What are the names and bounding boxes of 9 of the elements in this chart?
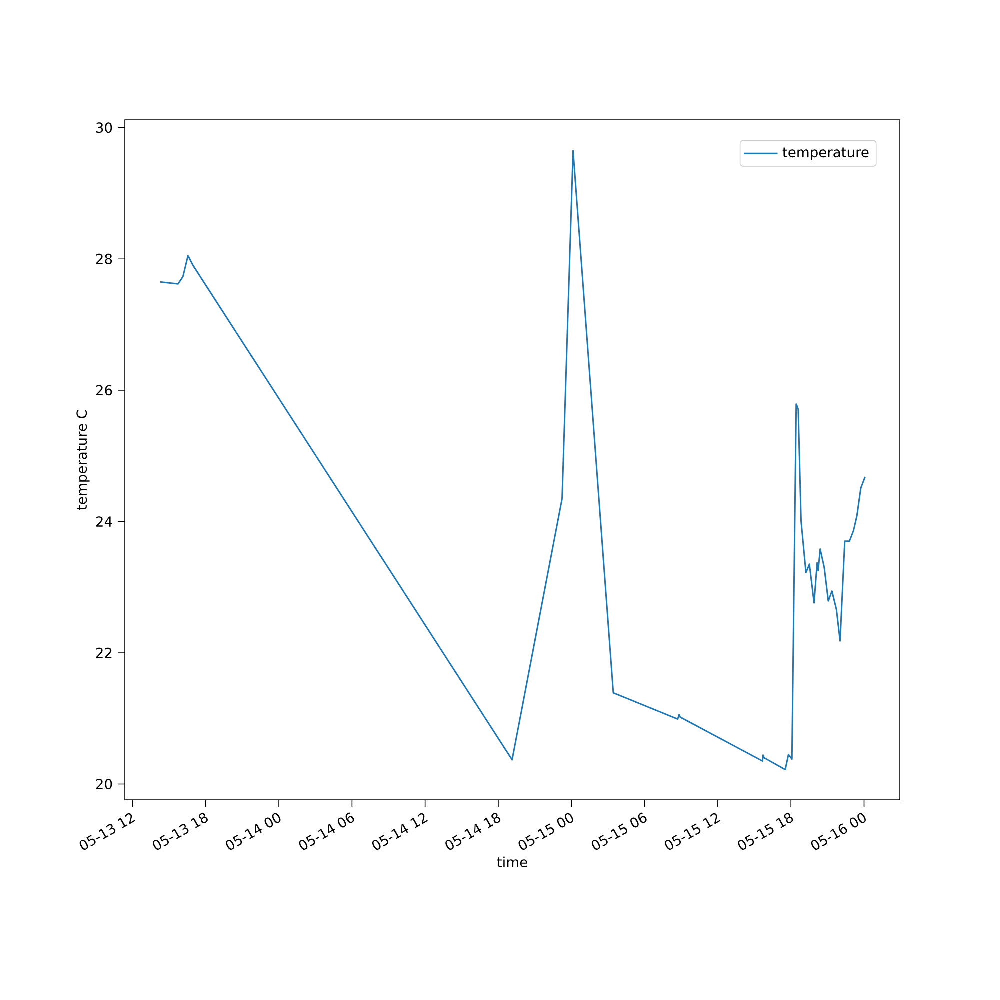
y-tick-label: 30	[96, 122, 112, 134]
legend-label: temperature	[782, 148, 869, 160]
y-tick-label: 26	[96, 385, 112, 396]
x-axis-title: time	[497, 856, 528, 868]
y-tick-label: 22	[96, 648, 112, 658]
y-tick-label: 20	[96, 779, 112, 790]
y-tick-label: 28	[96, 254, 112, 264]
y-tick-label: 24	[96, 516, 112, 527]
y-axis-title: temperature C	[76, 410, 90, 510]
